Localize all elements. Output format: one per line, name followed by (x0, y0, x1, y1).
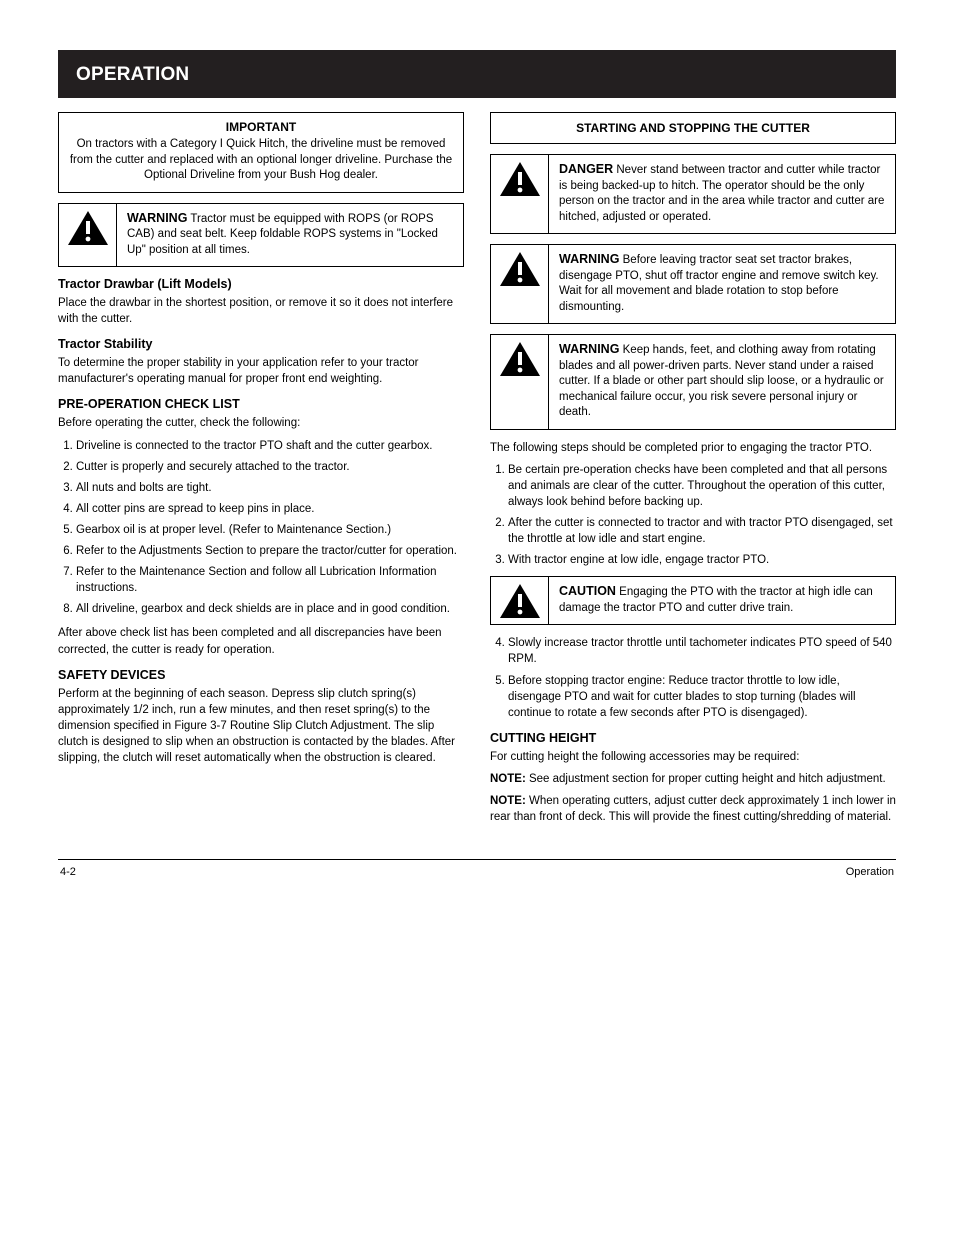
left-column: IMPORTANT On tractors with a Category I … (58, 112, 464, 831)
heading-safety-devices: SAFETY DEVICES (58, 668, 464, 682)
list-item: Be certain pre-operation checks have bee… (508, 462, 896, 510)
list-item: Refer to the Adjustments Section to prep… (76, 543, 464, 559)
warning-icon (499, 251, 541, 287)
note-1: NOTE: See adjustment section for proper … (490, 771, 896, 787)
list-item: With tractor engine at low idle, engage … (508, 552, 896, 568)
danger-icon-cell (491, 155, 549, 234)
start-steps-list: Be certain pre-operation checks have bee… (490, 462, 896, 569)
warning-icon-cell (491, 335, 549, 430)
note-text: When operating cutters, adjust cutter de… (490, 795, 896, 823)
right-column: STARTING AND STOPPING THE CUTTER DANGER … (490, 112, 896, 831)
important-text: On tractors with a Category I Quick Hitc… (69, 137, 453, 184)
text-preop-intro: Before operating the cutter, check the f… (58, 415, 464, 431)
heading-preop-checklist: PRE-OPERATION CHECK LIST (58, 397, 464, 411)
caution-box: CAUTION Engaging the PTO with the tracto… (490, 576, 896, 625)
list-item: All nuts and bolts are tight. (76, 480, 464, 496)
text-tractor-stability: To determine the proper stability in you… (58, 355, 464, 387)
section-banner: OPERATION (58, 50, 896, 98)
warning-label: WARNING (559, 342, 619, 356)
note-label: NOTE: (490, 795, 526, 807)
list-item: Cutter is properly and securely attached… (76, 459, 464, 475)
warning-icon (67, 210, 109, 246)
heading-tractor-drawbar: Tractor Drawbar (Lift Models) (58, 277, 464, 291)
caution-icon-cell (491, 577, 549, 625)
list-item: Refer to the Maintenance Section and fol… (76, 564, 464, 596)
warning-icon (499, 161, 541, 197)
list-item: All cotter pins are spread to keep pins … (76, 501, 464, 517)
warning-icon-cell (59, 203, 117, 267)
warning-label: WARNING (559, 252, 619, 266)
page-footer: 4-2 Operation (58, 860, 896, 878)
caution-label: CAUTION (559, 584, 616, 598)
list-item: All driveline, gearbox and deck shields … (76, 601, 464, 617)
text-pre-pto: The following steps should be completed … (490, 440, 896, 456)
start-stop-heading-box: STARTING AND STOPPING THE CUTTER (490, 112, 896, 144)
important-head: IMPORTANT (69, 120, 453, 134)
footer-section: Operation (846, 866, 894, 878)
preop-list: Driveline is connected to the tractor PT… (58, 438, 464, 618)
warning-icon-cell (491, 245, 549, 324)
important-box: IMPORTANT On tractors with a Category I … (58, 112, 464, 193)
warning-label: WARNING (127, 211, 187, 225)
footer-page-num: 4-2 (60, 866, 76, 878)
warning-icon (499, 583, 541, 619)
warning-box-blades: WARNING Keep hands, feet, and clothing a… (490, 334, 896, 430)
text-tractor-drawbar: Place the drawbar in the shortest positi… (58, 295, 464, 327)
text-cutting-height-intro: For cutting height the following accesso… (490, 749, 896, 765)
heading-start-stop: STARTING AND STOPPING THE CUTTER (576, 121, 810, 135)
note-label: NOTE: (490, 773, 526, 785)
list-item: Gearbox oil is at proper level. (Refer t… (76, 522, 464, 538)
text-preop-final: After above check list has been complete… (58, 625, 464, 657)
start-steps-list-cont: Slowly increase tractor throttle until t… (490, 635, 896, 720)
list-item: Driveline is connected to the tractor PT… (76, 438, 464, 454)
list-item: Slowly increase tractor throttle until t… (508, 635, 896, 667)
danger-box: DANGER Never stand between tractor and c… (490, 154, 896, 234)
warning-icon (499, 341, 541, 377)
heading-cutting-height: CUTTING HEIGHT (490, 731, 896, 745)
text-safety-devices: Perform at the beginning of each season.… (58, 686, 464, 766)
note-text: See adjustment section for proper cuttin… (529, 773, 886, 785)
danger-label: DANGER (559, 162, 613, 176)
list-item: Before stopping tractor engine: Reduce t… (508, 673, 896, 721)
warning-box-rops: WARNING Tractor must be equipped with RO… (58, 203, 464, 268)
warning-box-seat: WARNING Before leaving tractor seat set … (490, 244, 896, 324)
note-2: NOTE: When operating cutters, adjust cut… (490, 793, 896, 825)
heading-tractor-stability: Tractor Stability (58, 337, 464, 351)
list-item: After the cutter is connected to tractor… (508, 515, 896, 547)
